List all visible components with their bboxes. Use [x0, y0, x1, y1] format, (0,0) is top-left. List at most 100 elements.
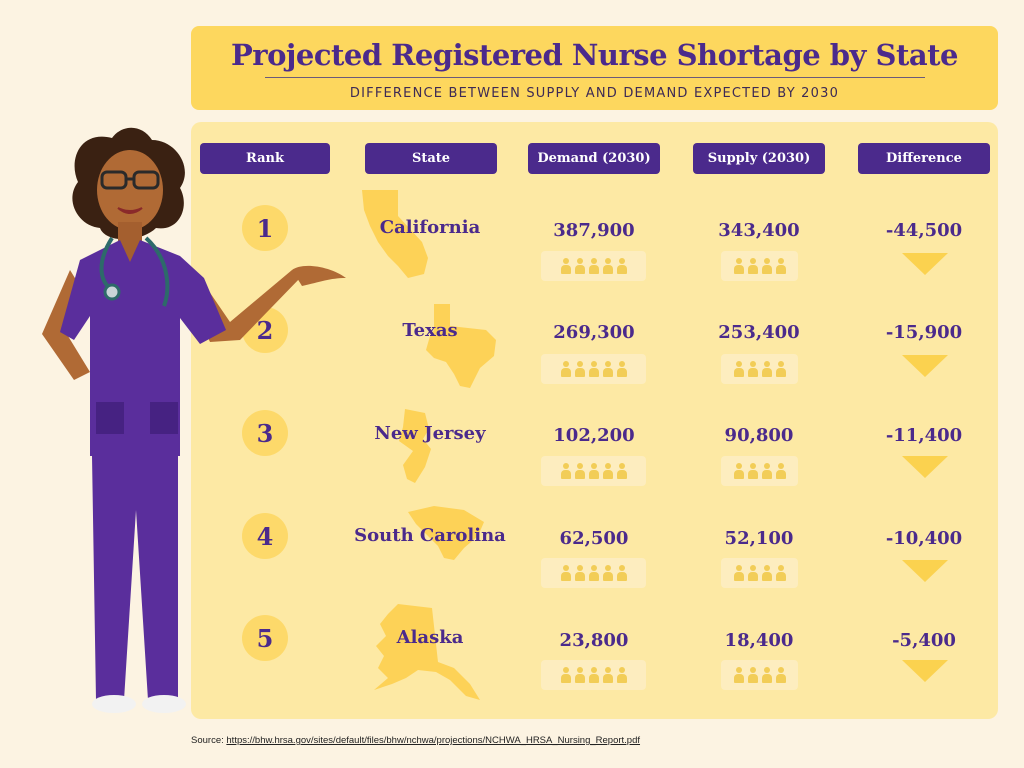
state-name: South Carolina — [354, 525, 506, 546]
difference-value: -44,500 — [885, 220, 963, 241]
demand-value: 387,900 — [553, 220, 635, 241]
nurse-icon — [616, 361, 628, 377]
nurse-icon — [616, 565, 628, 581]
state-name: New Jersey — [374, 423, 486, 444]
difference-value: -15,900 — [885, 322, 963, 343]
nurse-icon — [775, 667, 787, 683]
nurse-icon — [560, 565, 572, 581]
nurse-icon — [602, 361, 614, 377]
nurse-icon — [747, 667, 759, 683]
california-map-icon — [362, 190, 428, 278]
nurse-icon — [775, 463, 787, 479]
nurse-icon — [775, 258, 787, 274]
rank-badge: 4 — [242, 513, 288, 559]
supply-pictogram — [721, 354, 798, 384]
title-banner: Projected Registered Nurse Shortage by S… — [191, 26, 998, 110]
nurse-icon — [761, 361, 773, 377]
column-header-demand: Demand (2030) — [528, 143, 660, 174]
nurse-icon — [574, 361, 586, 377]
nurse-icon — [588, 565, 600, 581]
nurse-icon — [574, 565, 586, 581]
column-header-rank: Rank — [200, 143, 330, 174]
state-name: Texas — [402, 320, 458, 341]
nurse-icon — [733, 258, 745, 274]
demand-pictogram — [541, 251, 646, 281]
difference-value: -5,400 — [892, 630, 956, 651]
nurse-icon — [588, 361, 600, 377]
supply-value: 90,800 — [724, 425, 794, 446]
nurse-icon — [574, 667, 586, 683]
nurse-icon — [761, 667, 773, 683]
nurse-icon — [602, 463, 614, 479]
demand-value: 62,500 — [559, 528, 629, 549]
demand-pictogram — [541, 660, 646, 690]
supply-pictogram — [721, 660, 798, 690]
nurse-icon — [574, 463, 586, 479]
state-name: Alaska — [396, 627, 464, 648]
source-link[interactable]: https://bhw.hrsa.gov/sites/default/files… — [226, 735, 641, 746]
down-arrow-icon — [902, 355, 948, 377]
nurse-icon — [747, 565, 759, 581]
nurse-icon — [588, 463, 600, 479]
down-arrow-icon — [902, 456, 948, 478]
nurse-icon — [747, 361, 759, 377]
nurse-icon — [733, 463, 745, 479]
column-header-difference: Difference — [858, 143, 990, 174]
source-label: Source: — [191, 735, 224, 746]
difference-value: -11,400 — [885, 425, 963, 446]
supply-value: 343,400 — [718, 220, 800, 241]
supply-value: 52,100 — [724, 528, 794, 549]
nurse-icon — [602, 667, 614, 683]
nurse-icon — [574, 258, 586, 274]
nurse-icon — [747, 463, 759, 479]
rank-badge: 3 — [242, 410, 288, 456]
title-divider — [265, 77, 925, 78]
nurse-icon — [616, 258, 628, 274]
nurse-icon — [560, 361, 572, 377]
nurse-icon — [560, 258, 572, 274]
supply-pictogram — [721, 558, 798, 588]
demand-value: 102,200 — [553, 425, 635, 446]
column-header-supply: Supply (2030) — [693, 143, 825, 174]
column-header-state: State — [365, 143, 497, 174]
nurse-icon — [616, 667, 628, 683]
nurse-icon — [602, 258, 614, 274]
down-arrow-icon — [902, 560, 948, 582]
supply-value: 18,400 — [724, 630, 794, 651]
demand-value: 23,800 — [559, 630, 629, 651]
nurse-icon — [761, 258, 773, 274]
supply-pictogram — [721, 251, 798, 281]
rank-badge: 1 — [242, 205, 288, 251]
nurse-icon — [761, 463, 773, 479]
demand-pictogram — [541, 558, 646, 588]
supply-value: 253,400 — [718, 322, 800, 343]
table-panel — [191, 122, 998, 719]
nurse-icon — [560, 463, 572, 479]
state-name: California — [379, 217, 481, 238]
nurse-icon — [733, 667, 745, 683]
nurse-icon — [747, 258, 759, 274]
page-title: Projected Registered Nurse Shortage by S… — [231, 38, 958, 72]
difference-value: -10,400 — [885, 528, 963, 549]
demand-pictogram — [541, 354, 646, 384]
nurse-icon — [775, 361, 787, 377]
source-note: Source: https://bhw.hrsa.gov/sites/defau… — [191, 735, 640, 746]
nurse-icon — [602, 565, 614, 581]
down-arrow-icon — [902, 660, 948, 682]
new-jersey-map-icon — [399, 409, 431, 483]
nurse-icon — [733, 565, 745, 581]
nurse-icon — [775, 565, 787, 581]
demand-pictogram — [541, 456, 646, 486]
page-subtitle: DIFFERENCE BETWEEN SUPPLY AND DEMAND EXP… — [349, 86, 840, 101]
texas-map-icon — [426, 304, 496, 388]
nurse-icon — [588, 258, 600, 274]
nurse-icon — [761, 565, 773, 581]
supply-pictogram — [721, 456, 798, 486]
alaska-map-icon — [374, 604, 480, 700]
down-arrow-icon — [902, 253, 948, 275]
nurse-icon — [588, 667, 600, 683]
nurse-icon — [560, 667, 572, 683]
nurse-icon — [733, 361, 745, 377]
nurse-illustration — [42, 127, 346, 713]
rank-badge: 5 — [242, 615, 288, 661]
